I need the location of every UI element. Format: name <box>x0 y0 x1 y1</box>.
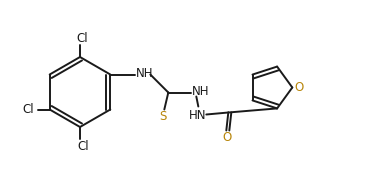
Text: NH: NH <box>135 67 153 80</box>
Text: Cl: Cl <box>76 32 88 44</box>
Text: NH: NH <box>192 85 209 98</box>
Text: HN: HN <box>189 109 206 122</box>
Text: O: O <box>223 131 232 144</box>
Text: Cl: Cl <box>22 103 34 116</box>
Text: O: O <box>295 81 304 94</box>
Text: Cl: Cl <box>77 139 89 153</box>
Text: S: S <box>160 110 167 123</box>
